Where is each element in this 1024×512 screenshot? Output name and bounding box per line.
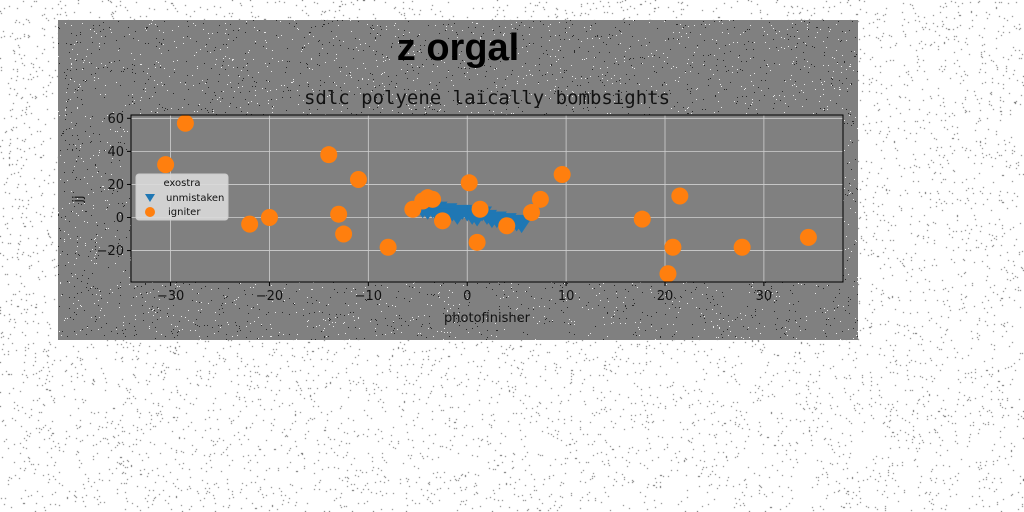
legend-box [135, 173, 229, 221]
y-tick-label: −20 [97, 244, 124, 259]
point-igniter [468, 233, 486, 251]
y-axis-label: jj [71, 195, 86, 203]
legend-label-unmistaken: unmistaken [166, 193, 224, 204]
point-igniter [260, 209, 278, 227]
point-igniter [799, 228, 817, 246]
point-igniter [335, 225, 353, 243]
point-igniter [241, 215, 259, 233]
y-tick-label: 20 [107, 178, 124, 193]
point-igniter [349, 170, 367, 188]
point-igniter [379, 238, 397, 256]
point-igniter [460, 174, 478, 192]
grid-lines [131, 115, 843, 282]
plot-area [130, 114, 844, 283]
point-igniter [671, 187, 689, 205]
point-igniter [320, 146, 338, 164]
point-unmistaken [447, 209, 468, 225]
point-igniter [523, 204, 540, 222]
legend-marker-igniter [145, 207, 155, 217]
y-tick-label: 0 [116, 211, 124, 226]
point-igniter [531, 190, 549, 208]
legend-label-igniter: igniter [168, 207, 201, 218]
point-igniter [424, 190, 442, 208]
point-igniter [553, 166, 571, 184]
x-tick-label: 30 [756, 289, 773, 304]
x-axis-label: photofinisher [444, 311, 531, 326]
point-igniter [330, 205, 348, 223]
chart-subtitle: sdlc polyene laically bombsights [304, 87, 670, 109]
figure-title: z orgal [397, 27, 519, 69]
point-igniter [434, 212, 451, 230]
axis-ticks: −30 −20 −10 0 10 20 30 −20 0 20 40 60 [97, 112, 773, 304]
point-igniter [498, 217, 516, 235]
point-igniter [176, 114, 194, 132]
x-tick-label: 0 [463, 289, 471, 304]
x-tick-label: 20 [657, 289, 674, 304]
point-igniter [471, 200, 489, 218]
x-tick-label: −30 [157, 289, 184, 304]
x-tick-label: −10 [355, 289, 382, 304]
point-igniter [659, 265, 677, 283]
y-tick-label: 40 [107, 145, 124, 160]
point-igniter [633, 210, 651, 228]
x-tick-label: 10 [558, 289, 575, 304]
point-igniter [157, 156, 175, 174]
legend-title: exostra [163, 178, 200, 189]
point-igniter [664, 238, 682, 256]
x-tick-label: −20 [256, 289, 283, 304]
point-igniter [733, 238, 751, 256]
y-tick-label: 60 [107, 112, 124, 127]
plot-frame [130, 114, 844, 283]
legend: exostra unmistaken igniter [135, 173, 229, 221]
legend-marker-unmistaken [145, 194, 155, 202]
series-layer [157, 114, 817, 283]
point-unmistaken [486, 213, 507, 229]
